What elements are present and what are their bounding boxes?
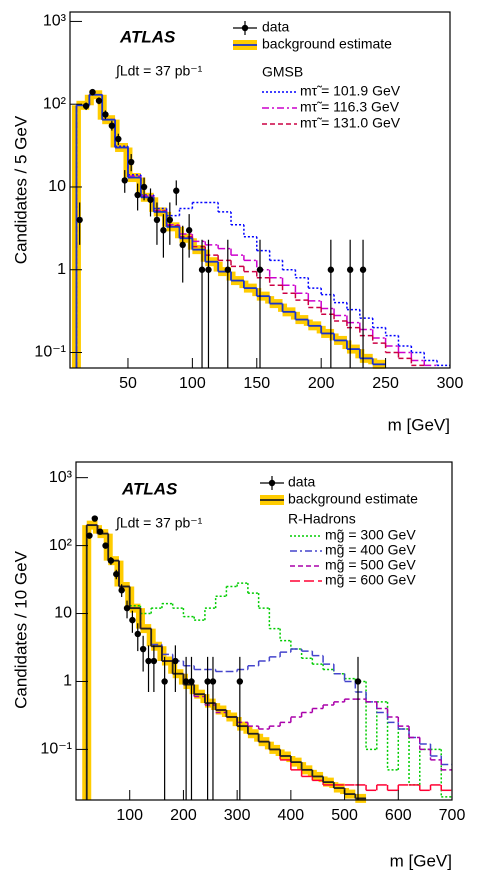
y-tick-label: 10⁻¹ bbox=[34, 344, 66, 361]
data-point bbox=[160, 227, 167, 234]
data-point bbox=[107, 557, 115, 564]
y-tick-label: 10 bbox=[54, 605, 72, 622]
data-point bbox=[82, 102, 90, 110]
data-point bbox=[359, 266, 367, 273]
y-tick-label: 10³ bbox=[49, 469, 73, 486]
data-point bbox=[108, 122, 116, 129]
plot-frame bbox=[69, 11, 451, 369]
x-tick-label: 400 bbox=[278, 807, 305, 824]
data-point bbox=[166, 216, 174, 224]
y-tick-label: 1 bbox=[63, 673, 72, 690]
y-tick-label: 10 bbox=[48, 178, 66, 195]
legend-label: background estimate bbox=[288, 491, 418, 507]
data-point bbox=[134, 630, 141, 638]
experiment-label: ATLAS bbox=[121, 479, 178, 498]
legend-label: mτ̃ = 101.9 GeV bbox=[300, 83, 401, 99]
data-point bbox=[127, 158, 135, 166]
data-point bbox=[129, 616, 136, 624]
data-point bbox=[123, 604, 131, 612]
data-point bbox=[134, 191, 141, 199]
data-point bbox=[256, 266, 264, 273]
x-tick-label: 700 bbox=[439, 807, 466, 824]
data-point bbox=[140, 183, 148, 191]
y-tick-label: 10² bbox=[43, 95, 67, 112]
data-point bbox=[185, 227, 193, 234]
data-point bbox=[86, 532, 93, 539]
data-point bbox=[182, 678, 190, 685]
legend-label: mg̃ = 500 GeV bbox=[325, 557, 416, 573]
x-tick-label: 600 bbox=[385, 807, 412, 824]
data-point bbox=[115, 135, 122, 143]
legend-label: mg̃ = 400 GeV bbox=[325, 542, 416, 558]
data-point bbox=[172, 657, 179, 665]
data-point bbox=[118, 587, 125, 594]
legend-data-marker bbox=[241, 24, 249, 32]
x-axis-label: m [GeV] bbox=[388, 415, 450, 434]
data-point bbox=[205, 266, 212, 273]
data-point bbox=[198, 266, 206, 273]
x-tick-label: 100 bbox=[116, 807, 143, 824]
data-point bbox=[346, 266, 354, 273]
data-point bbox=[113, 570, 120, 578]
legend-title: GMSB bbox=[262, 64, 303, 80]
data-point bbox=[89, 88, 96, 96]
x-axis-label: m [GeV] bbox=[390, 851, 452, 870]
x-tick-label: 100 bbox=[179, 375, 206, 392]
x-tick-label: 200 bbox=[308, 375, 335, 392]
x-tick-label: 500 bbox=[331, 807, 358, 824]
experiment-label: ATLAS bbox=[119, 27, 176, 46]
data-point bbox=[327, 266, 335, 273]
x-tick-label: 50 bbox=[119, 375, 137, 392]
data-point bbox=[188, 678, 195, 685]
x-tick-label: 200 bbox=[170, 807, 197, 824]
y-tick-label: 10⁻¹ bbox=[40, 741, 72, 758]
data-point bbox=[76, 216, 83, 224]
data-point bbox=[91, 515, 99, 522]
y-tick-label: 1 bbox=[57, 261, 66, 278]
data-point bbox=[204, 678, 211, 685]
y-tick-label: 10² bbox=[49, 537, 73, 554]
data-point bbox=[179, 241, 186, 249]
data-point bbox=[173, 187, 180, 194]
data-point bbox=[161, 678, 168, 685]
data-point bbox=[147, 196, 154, 203]
data-point bbox=[236, 678, 244, 685]
x-tick-label: 300 bbox=[437, 375, 464, 392]
data-point bbox=[96, 528, 104, 535]
data-point bbox=[224, 266, 231, 273]
data-point bbox=[95, 97, 103, 104]
data-point bbox=[102, 542, 109, 549]
legend-label: mτ̃ = 131.0 GeV bbox=[300, 115, 401, 131]
data-point bbox=[153, 216, 161, 224]
x-tick-label: 300 bbox=[224, 807, 251, 824]
data-point bbox=[145, 657, 152, 665]
x-tick-label: 250 bbox=[372, 375, 399, 392]
data-point bbox=[102, 111, 109, 118]
luminosity-label: ∫Ldt = 37 pb⁻¹ bbox=[115, 63, 203, 79]
data-point bbox=[209, 678, 217, 685]
x-tick-label: 150 bbox=[243, 375, 270, 392]
data-point bbox=[139, 645, 147, 653]
y-axis-label: Candidates / 10 GeV bbox=[11, 550, 30, 708]
legend-data-marker bbox=[268, 479, 276, 487]
legend-label: mτ̃ = 116.3 GeV bbox=[300, 99, 400, 115]
legend-label: mg̃ = 300 GeV bbox=[325, 527, 416, 543]
legend-label: mg̃ = 600 GeV bbox=[325, 572, 416, 588]
data-point bbox=[354, 678, 362, 685]
data-point bbox=[121, 177, 128, 184]
legend-label: background estimate bbox=[262, 36, 392, 52]
y-tick-label: 10³ bbox=[43, 13, 67, 30]
legend-label: data bbox=[288, 474, 315, 490]
luminosity-label: ∫Ldt = 37 pb⁻¹ bbox=[115, 515, 203, 531]
legend-label: data bbox=[262, 19, 289, 35]
data-point bbox=[150, 657, 158, 665]
plot-frame bbox=[75, 461, 453, 801]
y-axis-label: Candidates / 5 GeV bbox=[11, 115, 30, 264]
legend-title: R-Hadrons bbox=[288, 511, 356, 527]
